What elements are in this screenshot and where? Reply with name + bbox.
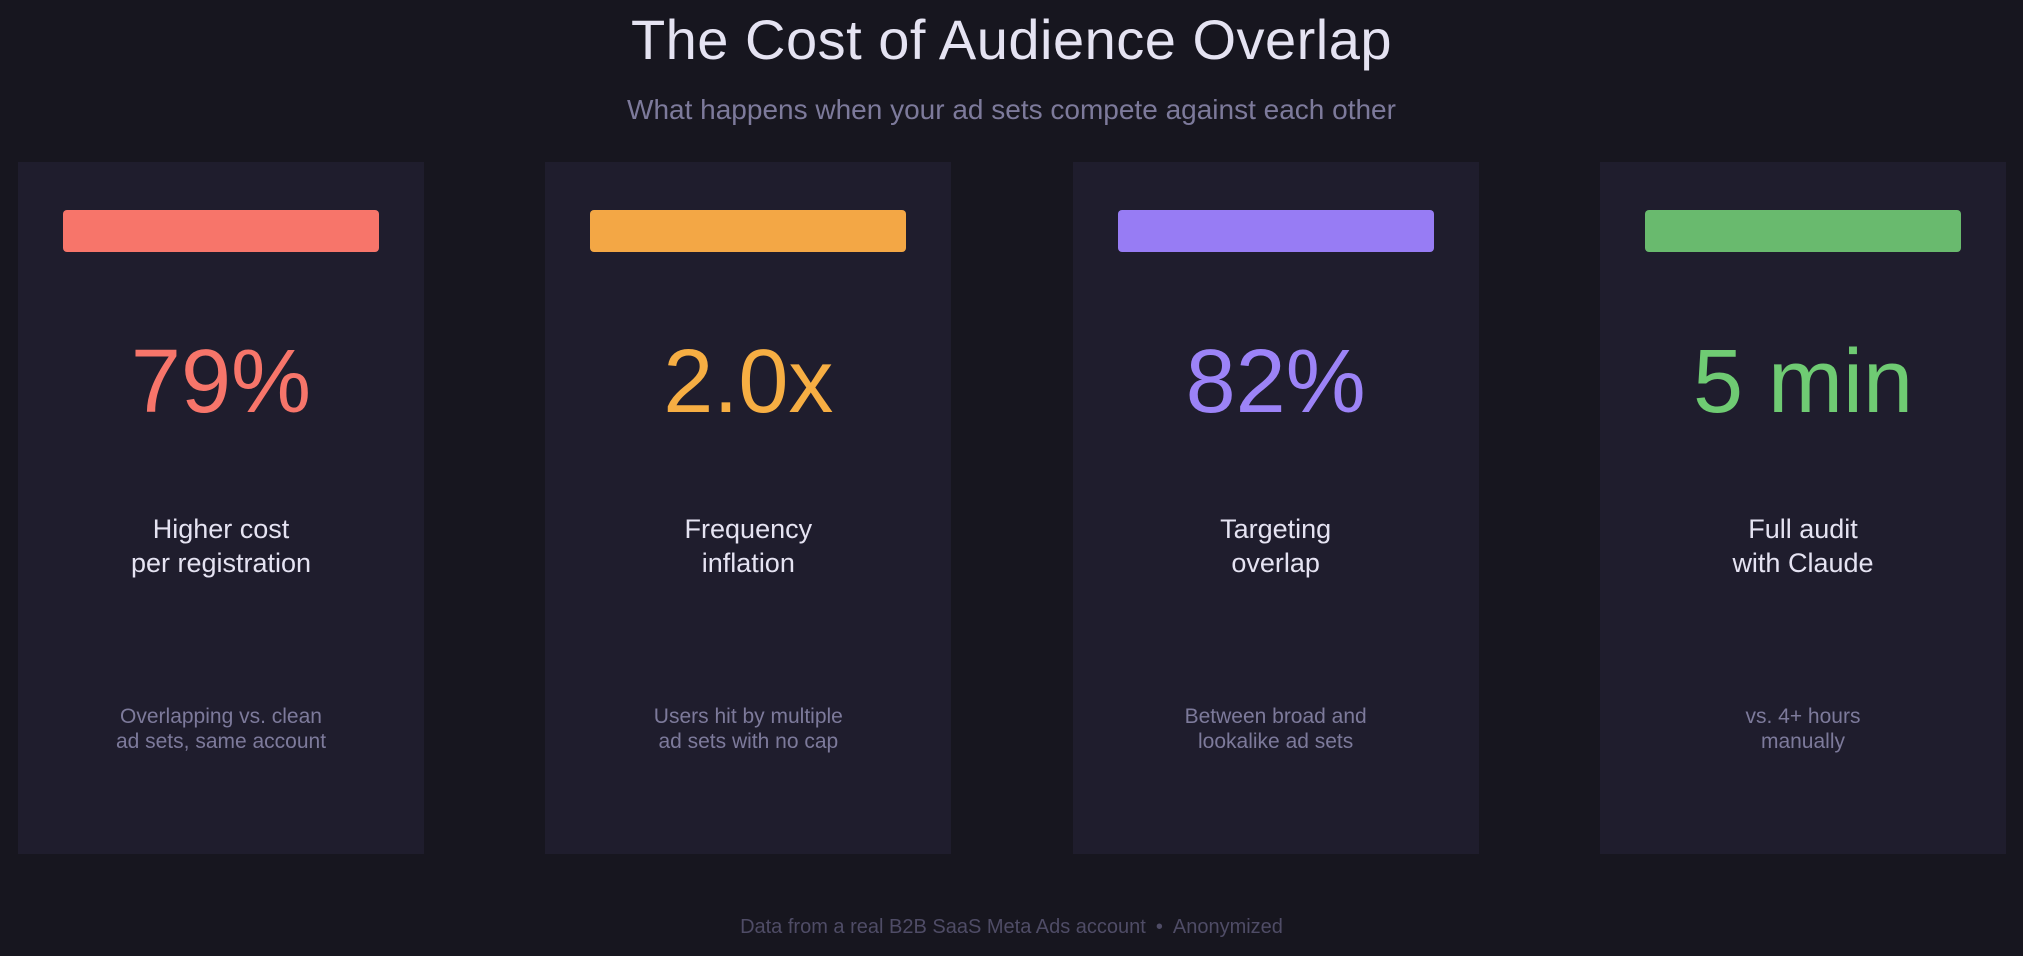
footer-status: Anonymized — [1172, 916, 1283, 938]
card-label-line: Targeting — [1220, 514, 1332, 544]
card-label-line: Full audit — [1748, 514, 1858, 544]
card-label-line: overlap — [1231, 548, 1320, 578]
stat-cards: 79% Higher cost per registration Overlap… — [18, 162, 2006, 854]
card-note-line: Between broad and — [1184, 705, 1367, 728]
stat-card-cost: 79% Higher cost per registration Overlap… — [18, 162, 424, 854]
footer-source: Data from a real B2B SaaS Meta Ads accou… — [740, 916, 1146, 938]
page-title: The Cost of Audience Overlap — [630, 8, 1393, 71]
footer-note: Data from a real B2B SaaS Meta Ads accou… — [0, 915, 2023, 939]
card-label: Full audit with Claude — [1600, 512, 2006, 580]
card-note: Overlapping vs. clean ad sets, same acco… — [18, 704, 424, 754]
card-note-line: Overlapping vs. clean — [120, 705, 322, 728]
card-label: Targeting overlap — [1073, 512, 1479, 580]
stat-card-audit: 5 min Full audit with Claude vs. 4+ hour… — [1599, 162, 2006, 854]
card-label: Higher cost per registration — [18, 512, 424, 580]
card-stat-value: 82% — [1185, 332, 1366, 432]
card-note: Between broad and lookalike ad sets — [1073, 704, 1479, 754]
footer-separator: • — [1155, 916, 1163, 938]
card-accent-bar — [63, 210, 379, 252]
card-accent-bar — [1644, 210, 1961, 252]
card-accent-bar — [590, 210, 907, 252]
card-label-line: per registration — [130, 548, 312, 578]
card-note-line: Users hit by multiple — [653, 705, 843, 728]
card-note: Users hit by multiple ad sets with no ca… — [545, 704, 951, 754]
card-note-line: ad sets, same account — [115, 730, 327, 753]
card-note-line: lookalike ad sets — [1198, 730, 1354, 753]
card-label-line: with Claude — [1732, 548, 1874, 578]
card-accent-bar — [1117, 210, 1434, 252]
card-note: vs. 4+ hours manually — [1600, 704, 2006, 754]
stat-card-overlap: 82% Targeting overlap Between broad and … — [1072, 162, 1479, 854]
card-stat-value: 2.0x — [663, 332, 834, 432]
card-stat-value: 5 min — [1692, 332, 1914, 432]
card-note-line: vs. 4+ hours — [1745, 705, 1861, 728]
card-note-line: ad sets with no cap — [658, 730, 839, 753]
card-label-line: inflation — [701, 548, 795, 578]
stat-card-frequency: 2.0x Frequency inflation Users hit by mu… — [545, 162, 952, 854]
card-label-line: Higher cost — [152, 514, 290, 544]
card-label-line: Frequency — [684, 514, 813, 544]
page-subtitle: What happens when your ad sets compete a… — [627, 94, 1396, 125]
card-note-line: manually — [1760, 730, 1845, 753]
card-stat-value: 79% — [130, 332, 312, 432]
card-label: Frequency inflation — [545, 512, 951, 580]
